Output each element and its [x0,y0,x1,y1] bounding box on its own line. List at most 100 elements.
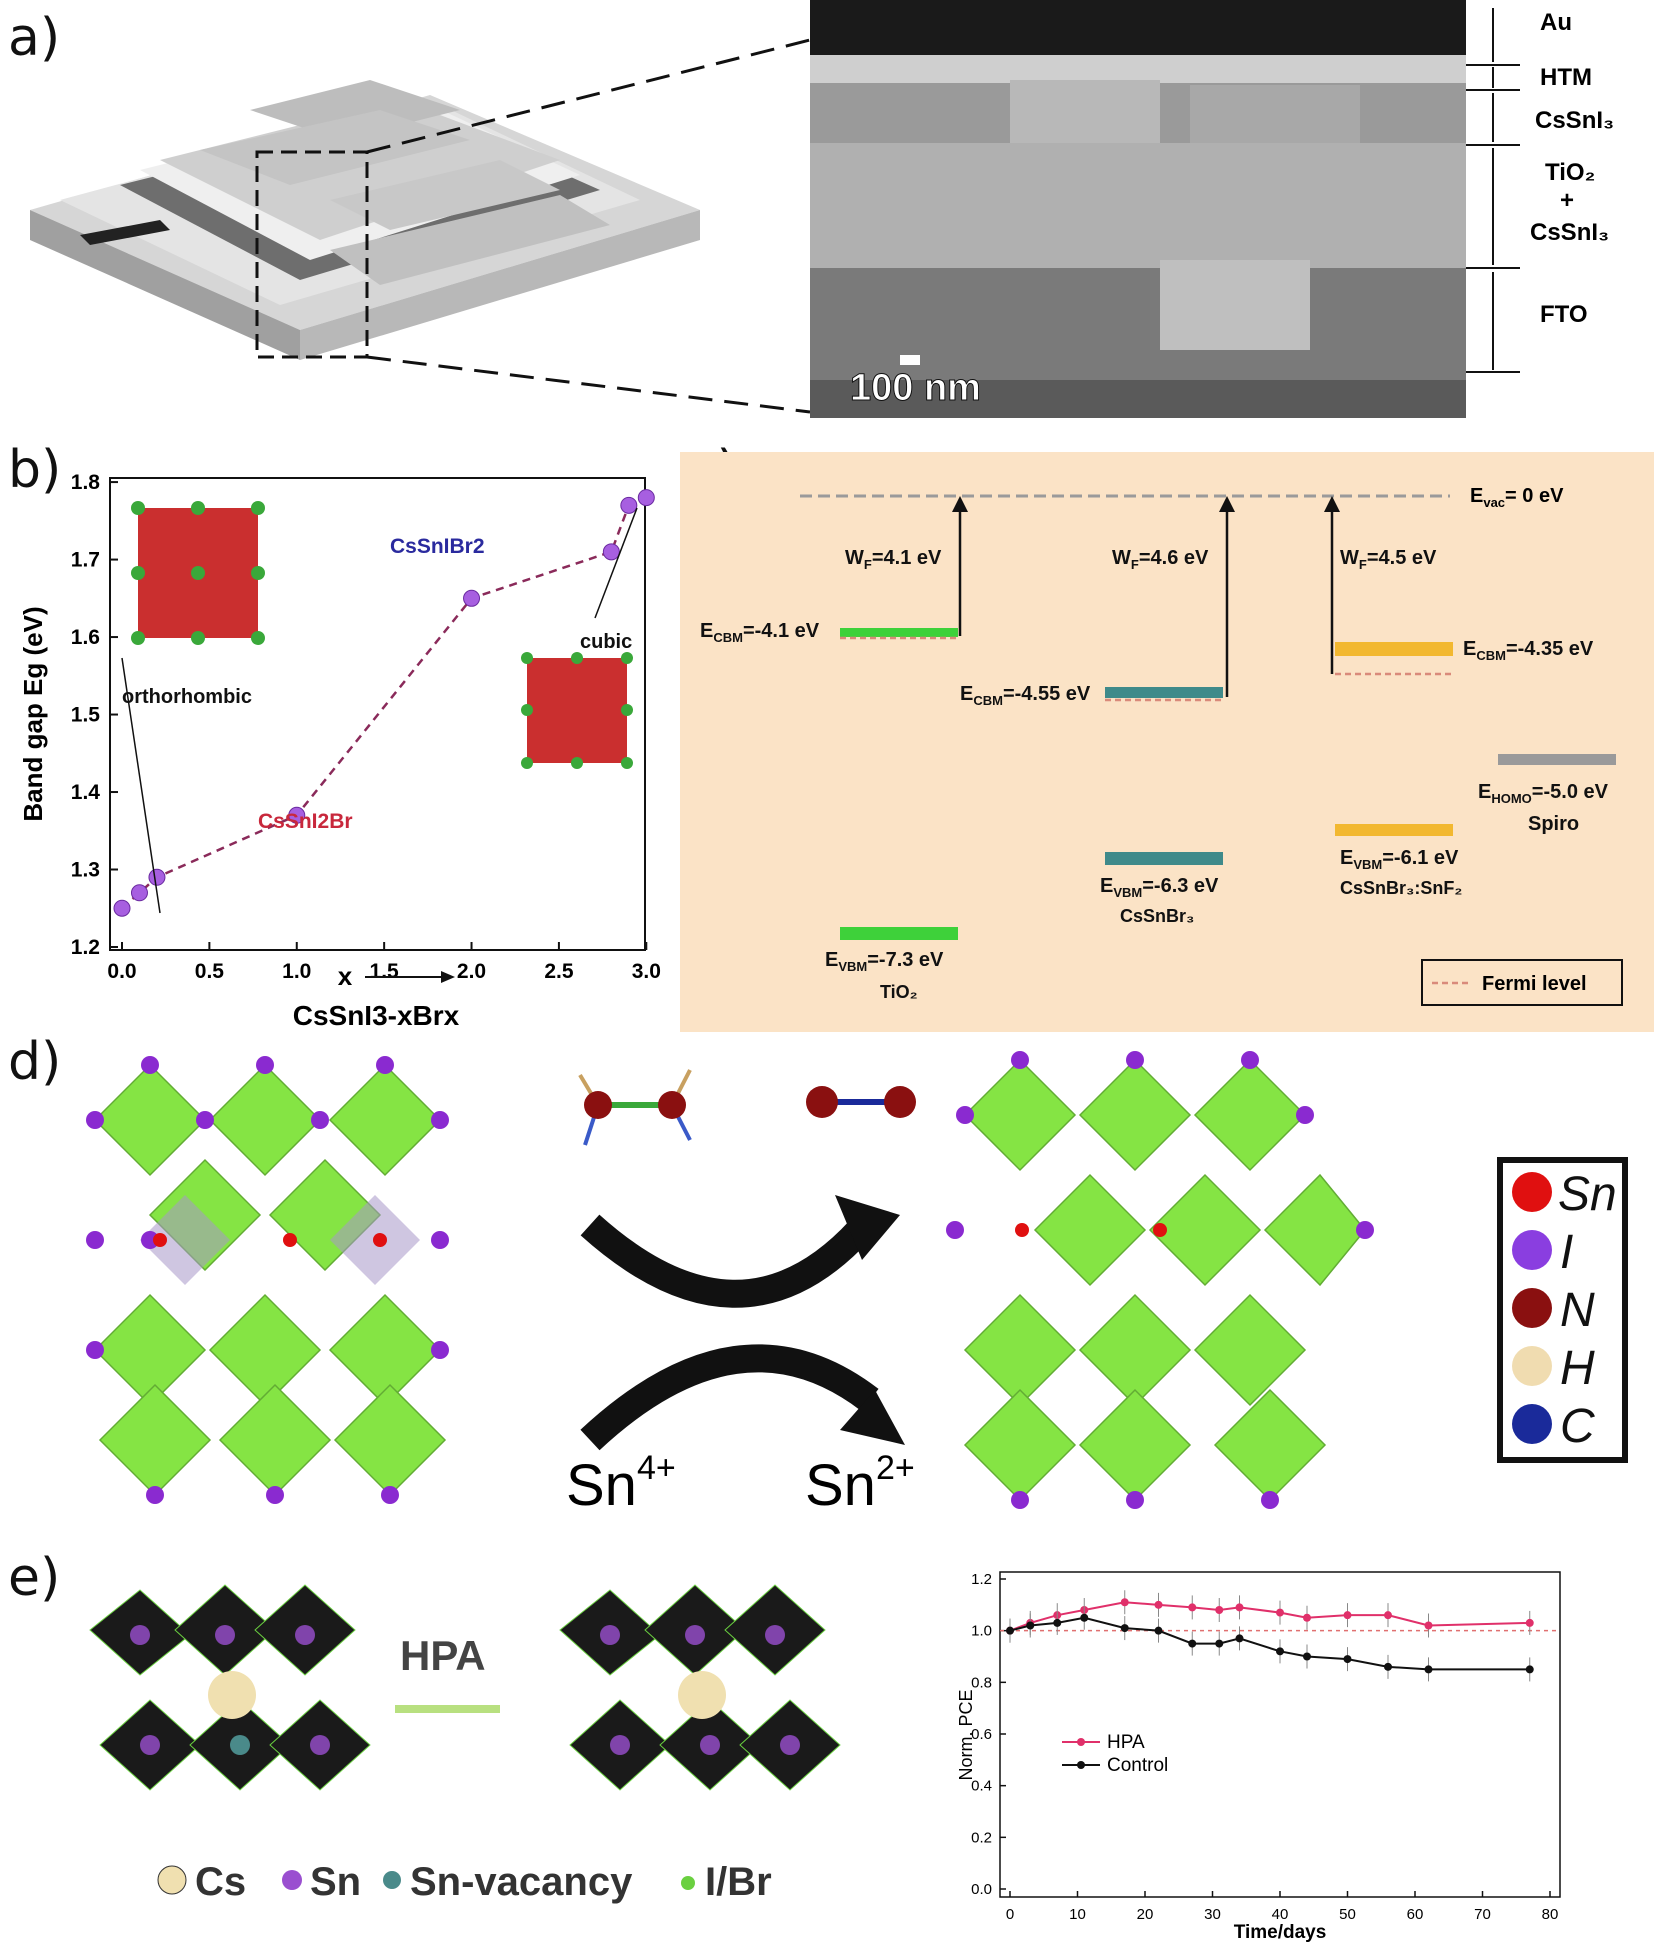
y-tick-label: 1.2 [71,936,100,959]
x-tick-label: 0.0 [107,960,136,983]
annotation-cubic: cubic [580,631,632,653]
legend-h: H [1560,1342,1595,1395]
orthorhombic-crystal-inset [131,501,265,645]
work-function-arrows [958,507,1334,697]
cssnbr3-cbm-band [1105,687,1223,698]
legend-control: Control [1107,1755,1168,1776]
x-tick-label-e: 10 [1069,1906,1086,1923]
data-point-hpa [1188,1603,1197,1612]
y-tick-label-e: 0.2 [971,1829,992,1846]
x-axis-label: x [338,961,353,991]
x-tick-label-e: 60 [1407,1906,1424,1923]
wf-label-2: WF=4.6 eV [1112,547,1209,572]
annotation-orthorhombic: orthorhombic [122,686,252,708]
data-point-hpa [1384,1611,1392,1620]
data-point-control [1303,1652,1311,1661]
material-cssnbr3: CsSnBr₃ [1120,906,1194,926]
data-point-hpa [1343,1611,1352,1620]
tio2-cbm-band [840,628,958,637]
layer-label-cssni3-2: CsSnI₃ [1530,219,1609,246]
panel-label-d: d) [8,1032,62,1092]
data-point [620,496,638,514]
reduction-arrow [580,1344,879,1451]
legend-sn-vacancy: Sn-vacancy [410,1860,633,1904]
data-point [113,899,131,917]
data-point-control [1154,1626,1163,1635]
x-tick-label: 3.0 [632,960,661,983]
material-spiro: Spiro [1528,813,1579,835]
panel-a-figure: 100 nm Au HTM CsSnI₃ TiO₂ + CsSnI₃ FTO [30,0,1614,418]
orthorhombic-arrow [121,657,161,914]
left-vacancy-crystal [89,1584,371,1791]
data-point [288,806,306,824]
legend-sn-e: Sn [310,1860,361,1904]
x-tick-label-e: 80 [1542,1906,1559,1923]
legend-sn: Sn [1558,1168,1617,1221]
cssnbr3-vbm-band [1105,852,1223,865]
cubic-crystal-inset [521,652,633,769]
data-point-control [1235,1634,1244,1643]
evac-label: Evac= 0 eV [1470,485,1564,510]
vbm-label-3: EVBM=-6.1 eV [1340,847,1459,872]
bandgap-line [121,496,647,910]
y-tick-label-e: 0.0 [971,1881,992,1898]
layer-brackets [1466,8,1520,373]
data-point-hpa [1215,1606,1224,1614]
x-tick-label: 0.5 [195,960,225,983]
hpa-label: HPA [400,1632,486,1679]
hpa-arrow [395,1705,500,1713]
sns-vbm-band [1335,824,1453,836]
data-point [602,543,620,561]
spiro-homo-band [1498,754,1616,765]
diagram-background [680,452,1654,1032]
sem-image [810,0,1466,418]
cbm-label-1: ECBM=-4.1 eV [700,620,820,645]
layer-label-plus: + [1560,187,1574,214]
layer-label-au: Au [1540,9,1572,36]
y-tick-label-e: 0.8 [971,1674,992,1691]
molecule-hydrazine [578,1069,692,1146]
molecule-n2 [806,1086,916,1118]
cubic-arrow [594,507,638,619]
element-legend-items: Sn I N H C [1512,1168,1617,1453]
panel-label-e: e) [8,1548,61,1608]
data-point-control [1215,1639,1224,1648]
data-point-control [1525,1665,1534,1674]
zoom-box [255,150,369,359]
legend-cs: Cs [195,1860,246,1904]
data-point-hpa [1525,1618,1534,1627]
vbm-label-2: EVBM=-6.3 eV [1100,875,1219,900]
data-point-hpa [1120,1598,1129,1607]
legend-n: N [1560,1284,1595,1337]
sn2-label: Sn2+ [805,1449,915,1518]
data-point [130,884,148,902]
legend-c: C [1560,1400,1595,1453]
panel-e-figure: HPA Cs Sn Sn-vacancy I/Br [89,1584,841,1904]
y-tick-label: 1.3 [71,859,100,882]
x-tick-label: 2.5 [544,960,574,983]
y-axis-label: Band gap Eg (eV) [18,606,48,821]
bandgap-chart: 0.0 0.5 1.0 1.5 2.0 2.5 3.0 1.2 1.3 1.4 1.5 1.6 1.7… [18,471,661,1031]
oxidation-arrow [580,1214,871,1308]
x-tick-label-e: 30 [1204,1906,1221,1923]
y-tick-label: 1.7 [71,549,100,572]
y-tick-label-e: 0.6 [971,1726,992,1743]
zoom-line-bottom [366,355,811,414]
x-tick-label-e: 50 [1339,1906,1356,1923]
data-point-control [1276,1647,1284,1656]
x-tick-label-e: 20 [1137,1906,1154,1923]
material-cssnbr3-snf2: CsSnBr₃:SnF₂ [1340,878,1462,898]
sns-cbm-band [1335,642,1453,656]
data-point-hpa [1303,1613,1311,1622]
y-tick-label-e: 1.0 [971,1623,992,1640]
device-stack-illustration [30,80,700,360]
material-tio2: TiO₂ [880,982,918,1002]
fermi-legend-label: Fermi level [1482,973,1587,995]
legend-ibr: I/Br [705,1860,772,1904]
annotation-cssnibr2: CsSnIBr2 [390,535,485,558]
x-tick-label: 2.0 [457,960,486,983]
cbm-label-3: ECBM=-4.35 eV [1463,638,1594,663]
data-point [148,868,166,886]
data-point-hpa [1424,1621,1433,1630]
data-point-control [1424,1665,1433,1674]
